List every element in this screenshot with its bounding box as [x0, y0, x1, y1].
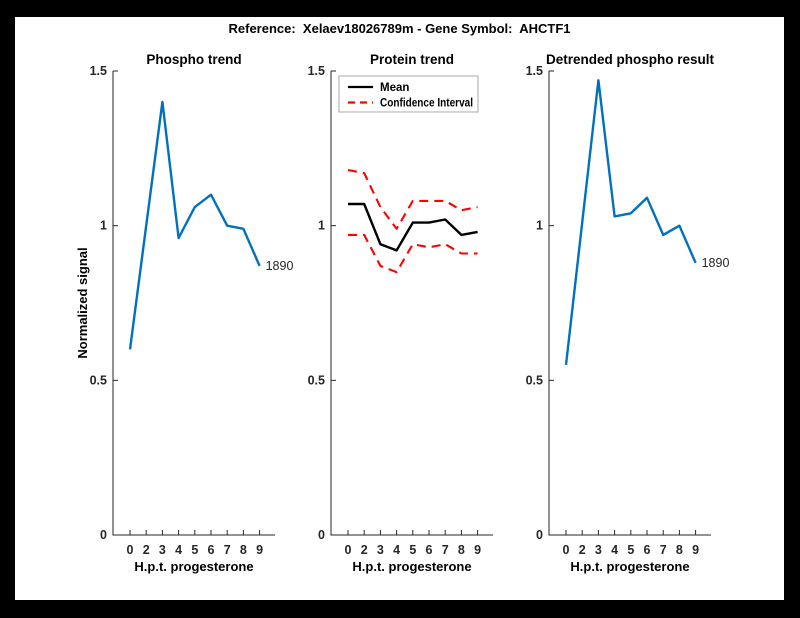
x-axis-label: H.p.t. progesterone	[570, 559, 689, 574]
x-axis-label: H.p.t. progesterone	[352, 559, 471, 574]
x-tick-label: 8	[240, 543, 247, 557]
x-tick-label: 8	[676, 543, 683, 557]
y-tick-label: 0.5	[90, 373, 107, 387]
subplot-phospho-trend: 00.511.50 2 3 4 5 6 7 8 9H.p.t. progesteroneNorm…	[75, 52, 293, 574]
y-tick-label: 0	[100, 528, 107, 542]
x-tick-label: 9	[256, 543, 263, 557]
y-tick-label: 1.5	[90, 64, 107, 78]
x-tick-label: 7	[660, 543, 667, 557]
x-tick-label: 3	[377, 543, 384, 557]
subplot-detrended-phospho-result: 00.511.50 2 3 4 5 6 7 8 9H.p.t. progesteroneDetr…	[526, 52, 730, 574]
legend-label-confidence-interval: Confidence Interval	[380, 98, 473, 110]
x-tick-label: 4	[393, 543, 400, 557]
x-tick-label: 9	[692, 543, 699, 557]
x-tick-label: 5	[191, 543, 198, 557]
y-tick-label: 1.5	[526, 64, 543, 78]
x-axis-label: H.p.t. progesterone	[134, 559, 253, 574]
x-tick-label: 5	[409, 543, 416, 557]
series-line-confidence-interval-lower	[348, 233, 478, 274]
legend-box	[338, 75, 479, 113]
x-tick-label: 2	[143, 543, 150, 557]
axes-spines	[112, 71, 275, 536]
y-tick-label: 0	[536, 528, 543, 542]
figure-title: Reference: Xelaev18026789m - Gene Symbol…	[228, 21, 571, 36]
x-tick-label: 8	[458, 543, 465, 557]
y-tick-label: 0	[318, 528, 325, 542]
series-line-confidence-interval-upper	[347, 168, 478, 230]
figure-canvas	[15, 17, 784, 600]
y-tick-label: 1	[100, 219, 107, 233]
series-line-detrended-phospho	[564, 79, 697, 366]
y-tick-label: 1	[318, 219, 325, 233]
endpoint-label: 1890	[702, 256, 730, 270]
x-tick-label: 0	[127, 543, 134, 557]
x-tick-label: 5	[627, 543, 634, 557]
y-tick-label: 1	[536, 219, 543, 233]
y-tick-label: 0.5	[526, 373, 543, 387]
axes-spines	[330, 71, 493, 536]
series-line-phospho-signal	[128, 100, 261, 350]
subplot-title: Phospho trend	[146, 52, 241, 67]
subplot-title: Protein trend	[370, 52, 454, 67]
legend-label-mean: Mean	[380, 82, 409, 94]
subplot-title: Detrended phospho result	[546, 52, 715, 67]
x-tick-label: 2	[579, 543, 586, 557]
x-tick-label: 0	[563, 543, 570, 557]
x-tick-label: 6	[644, 543, 651, 557]
x-tick-label: 0	[345, 543, 352, 557]
x-tick-label: 4	[611, 543, 618, 557]
x-tick-label: 2	[361, 543, 368, 557]
x-tick-label: 9	[474, 543, 481, 557]
y-tick-label: 0.5	[308, 373, 325, 387]
y-axis-label: Normalized signal	[75, 247, 90, 358]
x-tick-label: 6	[208, 543, 215, 557]
x-tick-label: 7	[442, 543, 449, 557]
x-tick-label: 4	[175, 543, 182, 557]
x-tick-label: 3	[595, 543, 602, 557]
series-line-mean	[348, 202, 478, 252]
x-tick-label: 6	[426, 543, 433, 557]
subplot-protein-trend: 00.511.50 2 3 4 5 6 7 8 9H.p.t. progesteroneProt…	[308, 52, 493, 574]
endpoint-label: 1890	[266, 259, 294, 273]
x-tick-label: 7	[224, 543, 231, 557]
legend: Mean Confidence Interval	[338, 75, 479, 113]
x-tick-label: 3	[159, 543, 166, 557]
y-tick-label: 1.5	[308, 64, 325, 78]
